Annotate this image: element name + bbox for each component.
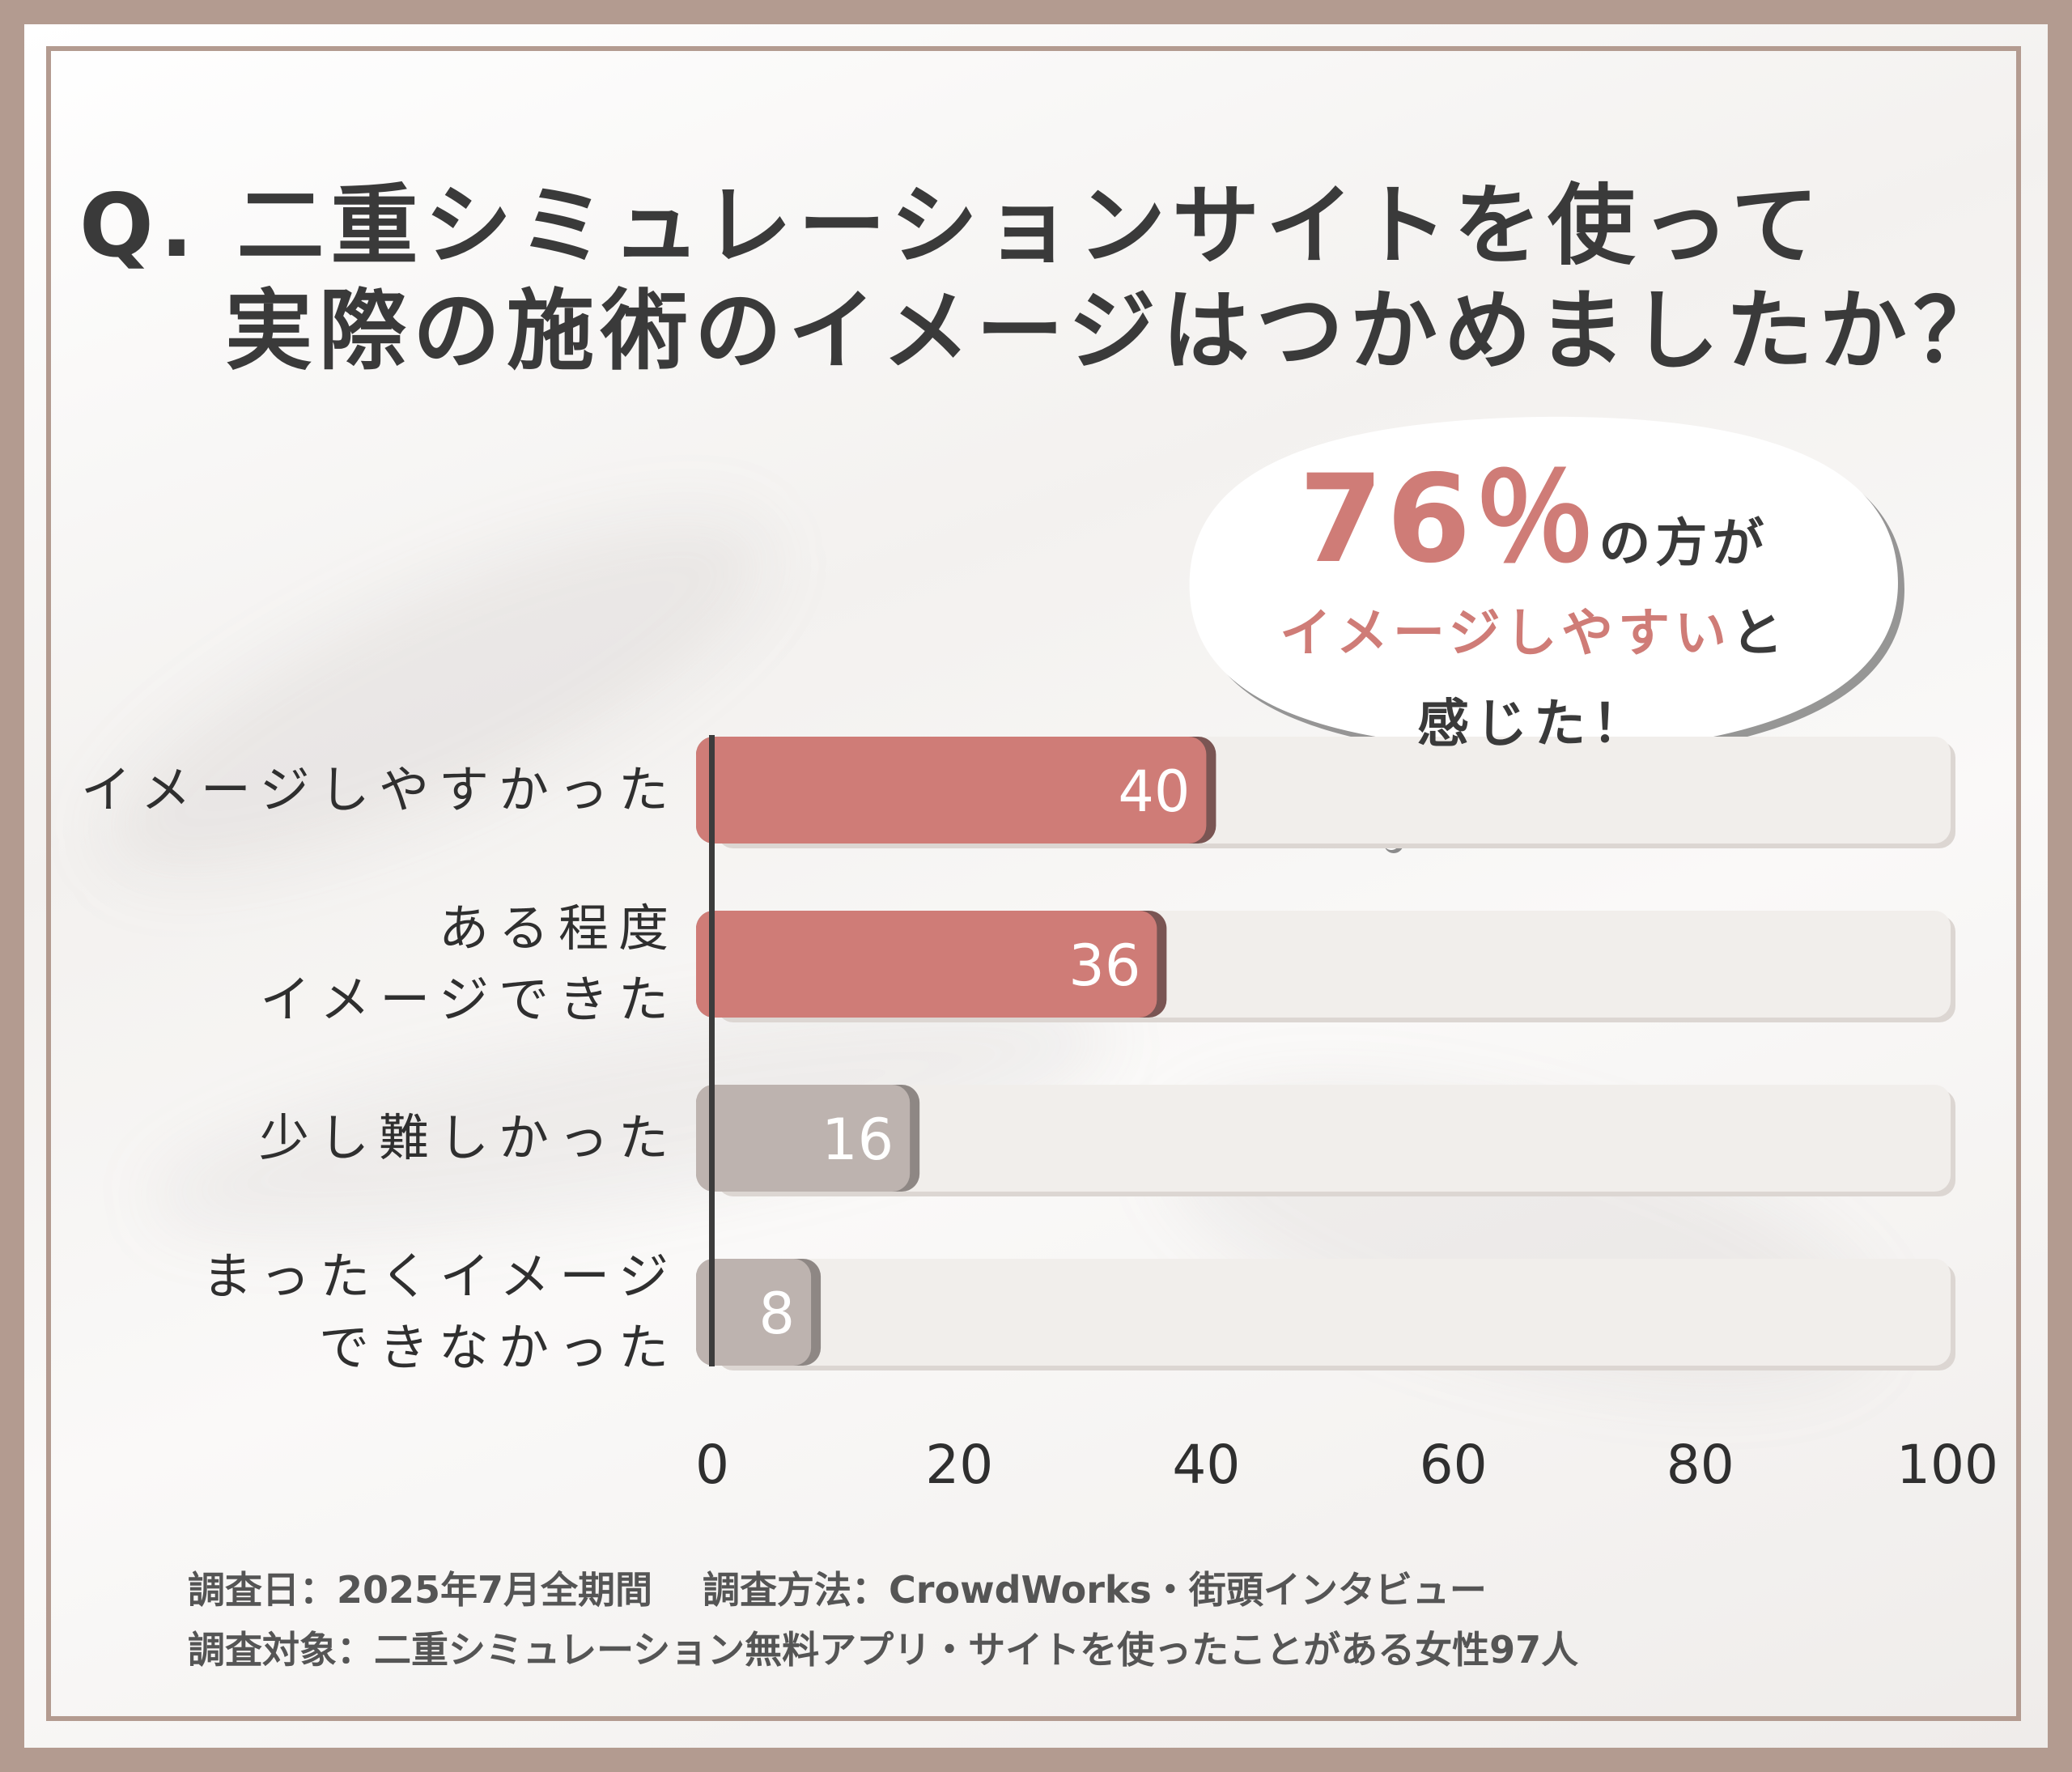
category-label: 少し難しかった — [259, 1103, 678, 1174]
x-tick-label: 0 — [695, 1434, 729, 1496]
callout-suffix: の方が — [1599, 514, 1769, 574]
callout-text: 76％の方が イメージしやすいと 感じた！ — [1178, 421, 1890, 757]
x-tick-label: 80 — [1667, 1434, 1734, 1496]
y-axis-line — [709, 735, 715, 1366]
callout-percent: 76％ — [1298, 449, 1599, 590]
bar-value-label: 36 — [1068, 933, 1140, 999]
x-tick-label: 20 — [925, 1434, 993, 1496]
bar-value-1 — [696, 737, 1207, 844]
callout-line2-suffix: と — [1731, 604, 1789, 664]
question-title-line1: Q. 二重シミュレーションサイトを使って — [79, 176, 1825, 277]
x-tick-label: 60 — [1420, 1434, 1488, 1496]
category-label-line: ある程度 — [438, 899, 678, 958]
bar-value-label: 40 — [1118, 759, 1190, 825]
x-tick-label: 40 — [1172, 1434, 1240, 1496]
speech-bubble — [1189, 416, 1904, 853]
category-label-line: できなかった — [318, 1318, 678, 1377]
category-label: まったくイメージできなかった — [202, 1241, 678, 1383]
callout-line3: 感じた！ — [1417, 695, 1650, 754]
question-title-line2: 実際の施術のイメージはつかめましたか？ — [225, 281, 2007, 382]
callout-highlight: イメージしやすい — [1279, 604, 1732, 664]
bar-track — [712, 1259, 1951, 1366]
category-label-line: 少し難しかった — [258, 1108, 678, 1167]
bar-value-2 — [696, 911, 1157, 1018]
bar-value-label: 8 — [759, 1281, 796, 1347]
category-label-line: イメージしやすかった — [80, 760, 678, 819]
bar-value-label: 16 — [822, 1107, 894, 1173]
category-label: ある程度イメージできた — [260, 893, 678, 1035]
bar-track — [712, 1085, 1951, 1192]
x-tick-label: 100 — [1896, 1434, 1998, 1496]
infographic-frame — [24, 24, 2048, 1748]
footer-survey-target: 調査対象：二重シミュレーション無料アプリ・サイトを使ったことがある女性97人 — [188, 1628, 1579, 1672]
footer-survey-info: 調査日：2025年7月全期間 調査方法：CrowdWorks・街頭インタビュー — [188, 1568, 1487, 1612]
category-label-line: まったくイメージ — [202, 1247, 678, 1306]
category-label-line: イメージできた — [260, 970, 678, 1029]
bar-value-3 — [696, 1085, 911, 1192]
category-label: イメージしやすかった — [81, 754, 678, 826]
bar-value-4 — [696, 1259, 812, 1366]
